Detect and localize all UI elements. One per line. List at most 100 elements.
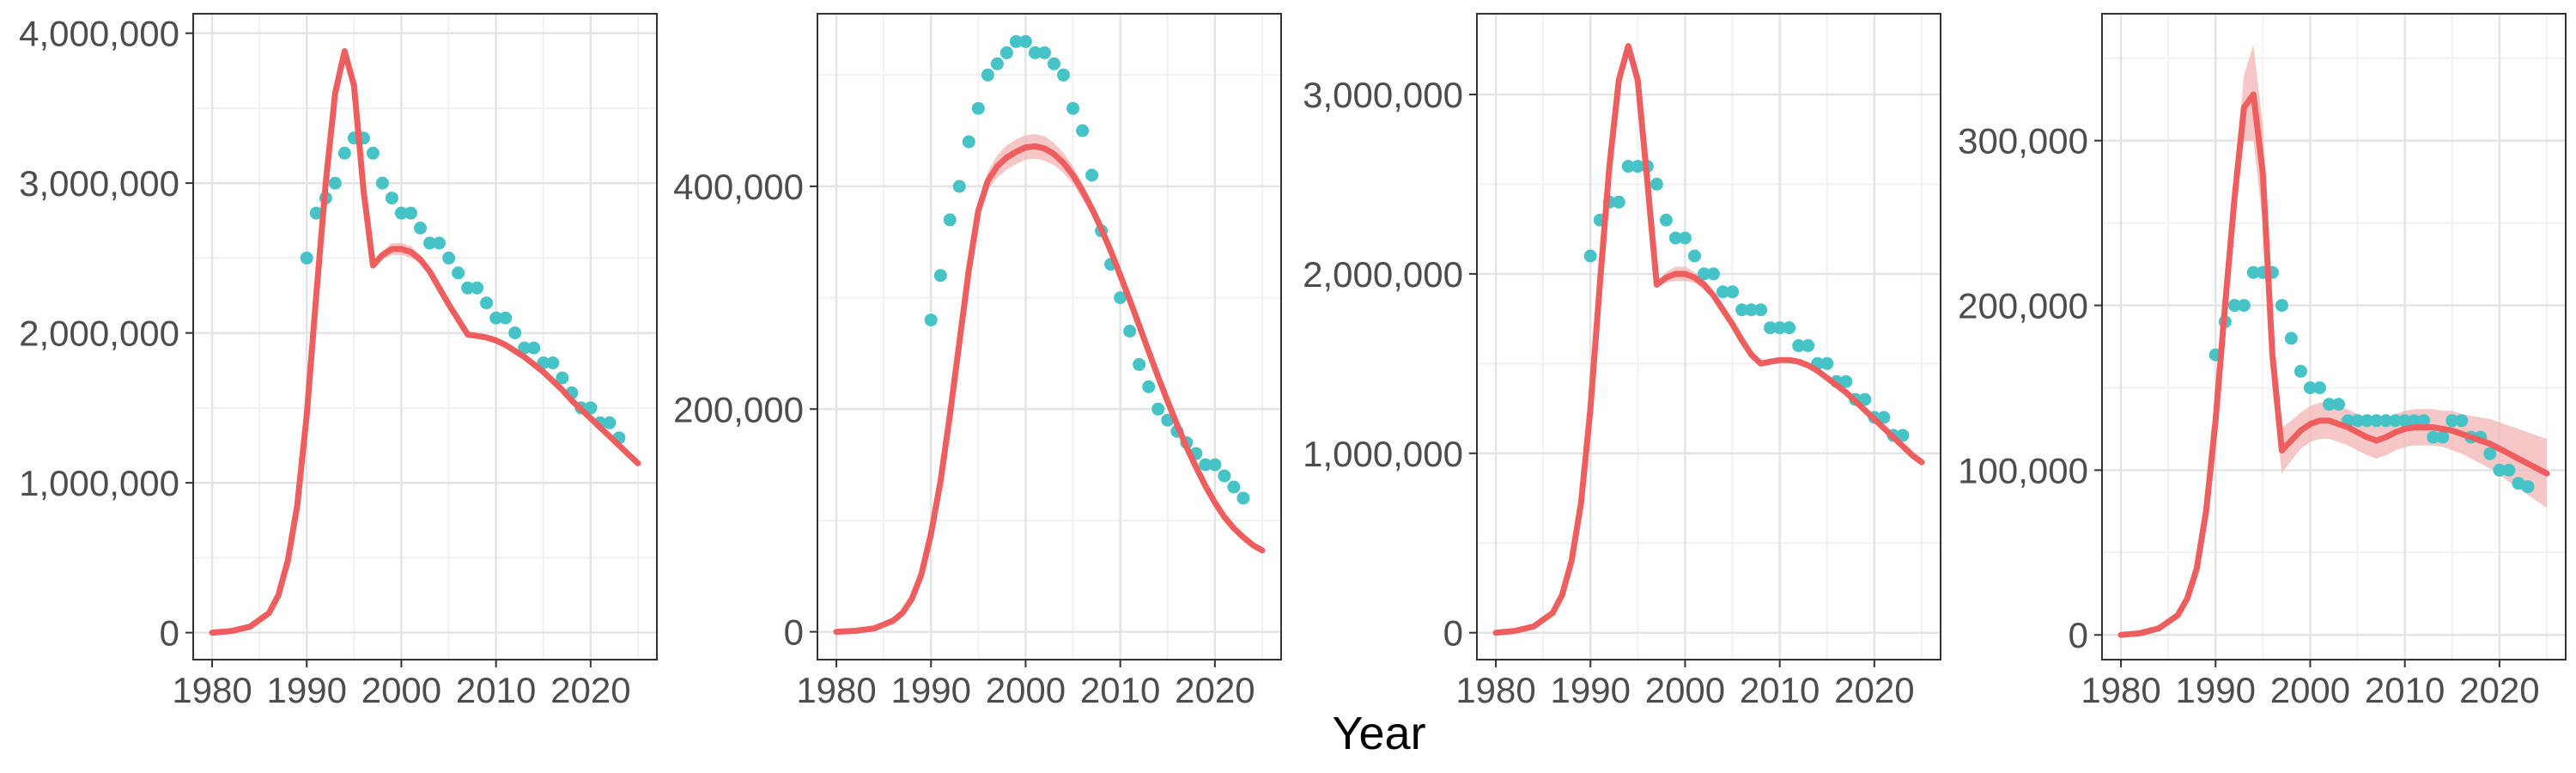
observed-point: [1668, 231, 1682, 245]
panel-border: [2101, 13, 2567, 660]
x-tick-label: 2020: [1175, 670, 1255, 710]
panel-background: [2102, 14, 2566, 660]
observed-point: [1621, 160, 1635, 173]
observed-point: [1707, 267, 1720, 281]
observed-points: [924, 34, 1250, 505]
observed-point: [1133, 357, 1146, 371]
observed-point: [1678, 231, 1692, 245]
observed-point: [990, 57, 1004, 70]
observed-point: [1009, 34, 1023, 48]
observed-point: [1057, 68, 1070, 82]
x-tick-label: 2000: [2270, 670, 2350, 710]
observed-point: [603, 416, 617, 429]
x-tick-label: 2020: [1834, 670, 1914, 710]
observed-point: [2502, 463, 2516, 477]
observed-point: [433, 236, 446, 250]
x-tick-label: 2000: [1645, 670, 1725, 710]
observed-point: [1066, 101, 1080, 115]
observed-point: [2351, 414, 2365, 428]
y-tick-label: 200,000: [673, 389, 804, 429]
y-tick-label: 2,000,000: [19, 313, 179, 354]
panel-border: [817, 13, 1282, 660]
panel-3: 1980 1990 2000 2010 2020 0 1,000,000 2,000,000 3…: [1303, 13, 1941, 710]
observed-point: [1018, 34, 1032, 48]
observed-point: [1199, 458, 1212, 472]
observed-points: [1583, 160, 1910, 442]
x-tick-label: 2010: [1740, 670, 1820, 710]
observed-point: [337, 146, 351, 160]
y-tick-label: 100,000: [1958, 450, 2088, 490]
observed-point: [518, 341, 532, 355]
observed-point: [1858, 393, 1872, 406]
observed-point: [1764, 321, 1777, 335]
observed-point: [2483, 447, 2497, 460]
observed-point: [2427, 430, 2440, 444]
observed-point: [2275, 299, 2288, 313]
observed-point: [452, 266, 465, 280]
observed-point: [584, 401, 598, 415]
observed-point: [394, 206, 408, 220]
model-line: [833, 143, 1266, 636]
observed-point: [2398, 414, 2412, 428]
y-tick-label: 1,000,000: [19, 463, 179, 503]
y-tick-label: 200,000: [1958, 286, 2088, 326]
y-tick-label: 3,000,000: [19, 163, 179, 204]
y-tick-label: 300,000: [1958, 121, 2088, 161]
observed-point: [1896, 429, 1910, 442]
x-tick-label: 1990: [267, 670, 347, 710]
observed-point: [328, 176, 342, 190]
observed-point: [2417, 414, 2431, 428]
observed-point: [499, 311, 513, 325]
observed-point: [2370, 414, 2384, 428]
observed-point: [2313, 381, 2326, 394]
observed-point: [1820, 356, 1834, 370]
observed-point: [1583, 249, 1597, 263]
observed-point: [2237, 299, 2251, 313]
observed-point: [2389, 414, 2403, 428]
observed-point: [1698, 267, 1710, 281]
x-tick-label: 1990: [891, 670, 971, 710]
observed-point: [971, 101, 985, 115]
observed-point: [1792, 338, 1806, 352]
observed-point: [943, 213, 957, 227]
y-tick-label: 400,000: [673, 167, 804, 207]
observed-point: [2408, 414, 2421, 428]
model-line: [209, 48, 641, 636]
panels: 1980 1990 2000 2010 2020 0 1,000,000 2,000,000 3…: [19, 13, 2567, 710]
y-tick-label: 3,000,000: [1303, 75, 1463, 115]
observed-point: [1726, 285, 1740, 299]
observed-point: [962, 135, 975, 149]
observed-point: [471, 281, 484, 295]
observed-point: [489, 311, 503, 325]
observed-point: [2227, 299, 2241, 313]
observed-point: [2284, 332, 2298, 345]
observed-point: [1142, 380, 1156, 393]
observed-point: [952, 180, 966, 193]
x-tick-label: 2020: [550, 670, 630, 710]
observed-point: [1612, 195, 1625, 209]
observed-point: [309, 206, 323, 220]
observed-point: [2246, 265, 2260, 279]
x-tick-label: 1990: [2176, 670, 2256, 710]
y-tick-label: 0: [784, 612, 804, 653]
observed-point: [1801, 338, 1815, 352]
observed-point: [404, 206, 417, 220]
observed-point: [423, 236, 436, 250]
x-tick-label: 2000: [986, 670, 1066, 710]
panel-border: [192, 13, 658, 660]
observed-point: [1151, 402, 1165, 416]
panel-4: 1980 1990 2000 2010 2020 0 100,000 200,000 300,0…: [1958, 13, 2567, 710]
observed-point: [300, 251, 313, 265]
y-tick-label: 4,000,000: [19, 14, 179, 54]
observed-point: [375, 176, 389, 190]
observed-point: [508, 326, 522, 340]
panel-border: [1476, 13, 1941, 660]
observed-point: [1114, 291, 1127, 305]
observed-point: [1877, 411, 1891, 424]
observed-point: [2379, 414, 2393, 428]
y-tick-label: 2,000,000: [1303, 254, 1463, 295]
x-tick-label: 1980: [796, 670, 876, 710]
x-axis-title: Year: [1332, 708, 1425, 759]
observed-point: [546, 356, 560, 369]
